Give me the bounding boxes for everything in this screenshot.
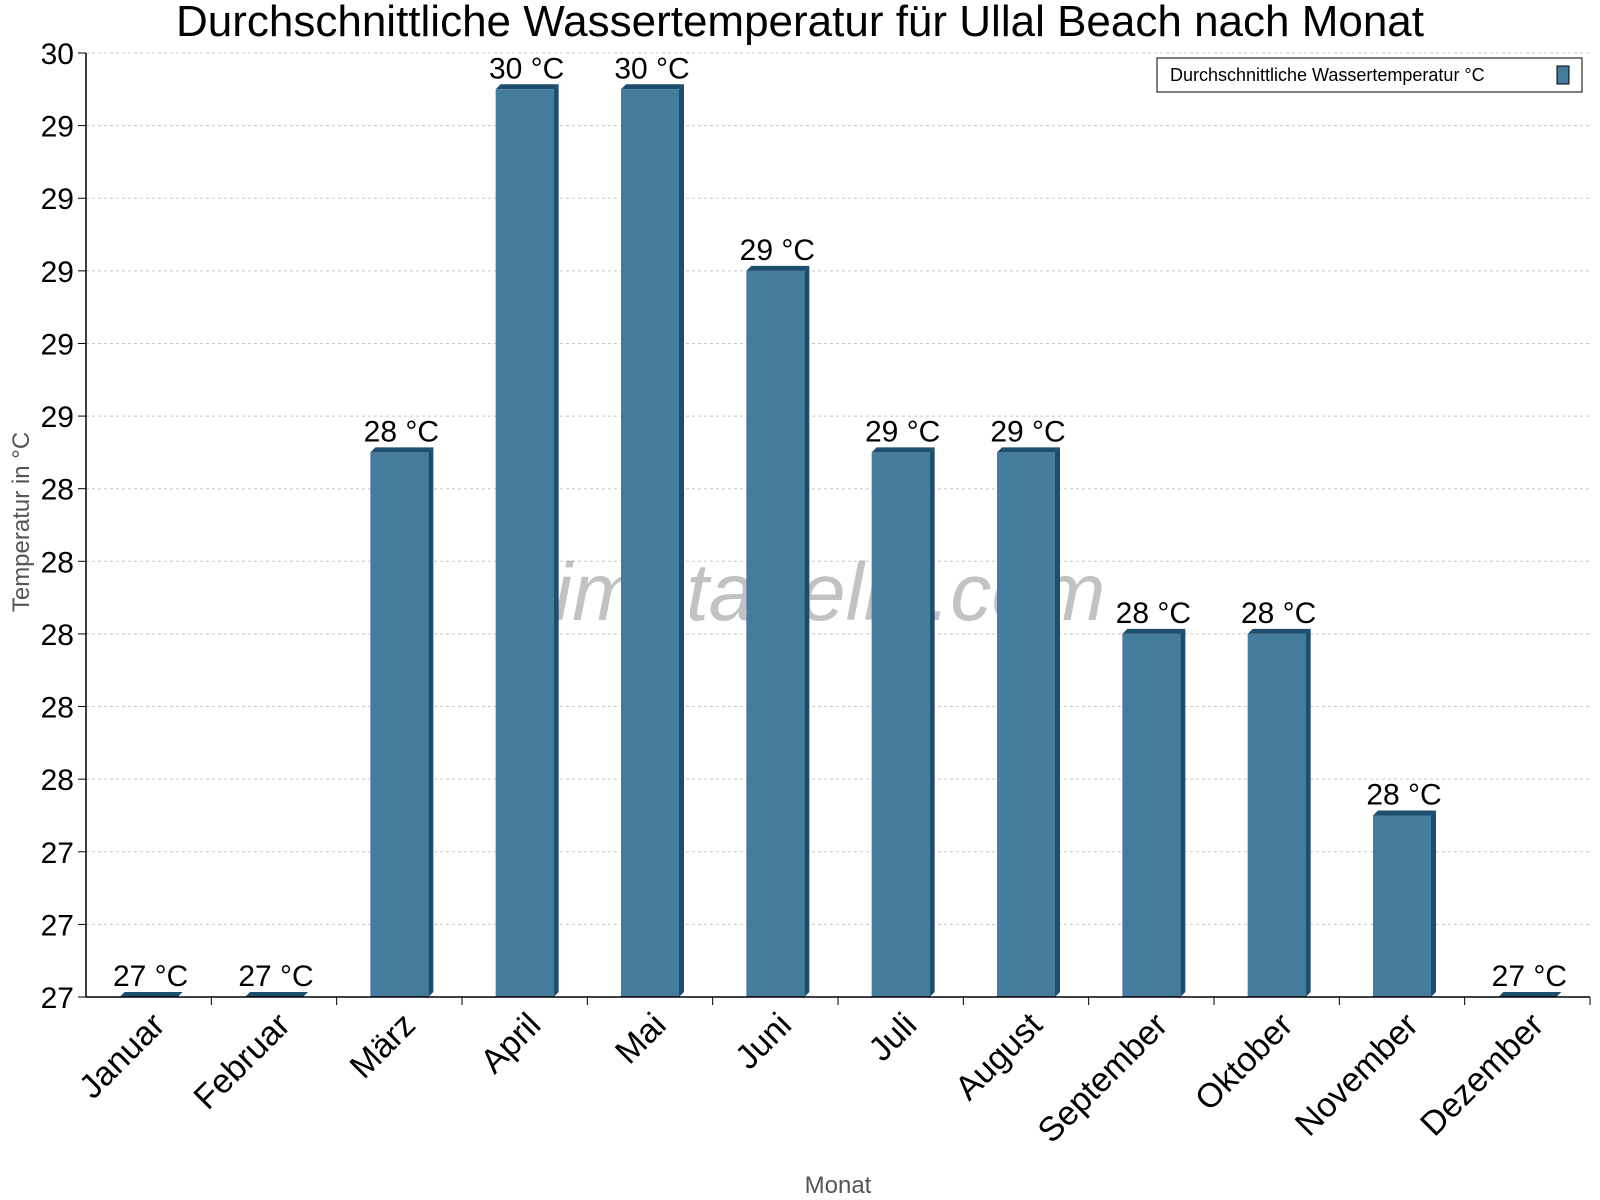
legend-swatch bbox=[1556, 65, 1570, 85]
bar bbox=[1373, 810, 1436, 997]
x-tick-label: Mai bbox=[608, 1006, 674, 1072]
y-tick-label: 29 bbox=[41, 401, 74, 434]
bar bbox=[245, 992, 308, 997]
bar-value-label: 28 °C bbox=[364, 415, 439, 448]
bar-value-label: 30 °C bbox=[614, 52, 689, 85]
bar-front bbox=[1373, 815, 1431, 997]
x-tick-label: Oktober bbox=[1188, 1006, 1300, 1118]
x-tick-label: August bbox=[948, 1005, 1050, 1107]
y-tick-label: 28 bbox=[41, 692, 74, 725]
bar bbox=[119, 992, 183, 997]
legend-entry-label: Durchschnittliche Wassertemperatur °C bbox=[1170, 65, 1485, 85]
bar-front bbox=[871, 452, 930, 997]
y-tick-label: 28 bbox=[41, 764, 74, 797]
bar-top bbox=[1247, 628, 1311, 634]
bar-top bbox=[245, 992, 308, 997]
legend: Durchschnittliche Wassertemperatur °C bbox=[1156, 57, 1583, 93]
bar-top bbox=[495, 84, 559, 90]
y-axis-label: Temperatur in °C bbox=[8, 432, 35, 612]
bar bbox=[1122, 628, 1186, 997]
bar-value-label: 27 °C bbox=[238, 960, 313, 993]
bar-value-label: 29 °C bbox=[865, 415, 940, 448]
x-tick-label: Dezember bbox=[1413, 1006, 1551, 1144]
bar bbox=[746, 265, 810, 997]
x-axis-ticks: Januar Februar März April Mai Juni Juli AugustS… bbox=[72, 997, 1591, 1150]
bar-side bbox=[804, 265, 810, 997]
grid-lines bbox=[86, 52, 1590, 925]
bar-side bbox=[428, 447, 434, 997]
x-tick-label: Januar bbox=[72, 1006, 172, 1106]
bar bbox=[1498, 992, 1562, 997]
bar bbox=[621, 84, 684, 998]
bar-top bbox=[1498, 992, 1562, 997]
bar-side bbox=[1180, 628, 1186, 997]
x-axis-label: Monat bbox=[805, 1172, 872, 1199]
bar-top bbox=[119, 992, 183, 997]
bar-top bbox=[370, 447, 434, 453]
bar bbox=[997, 447, 1060, 997]
bar-side bbox=[553, 84, 559, 998]
legend-box bbox=[1156, 57, 1583, 93]
bar-value-label: 27 °C bbox=[1492, 960, 1567, 993]
bar-value-label: 30 °C bbox=[489, 52, 564, 85]
bar-value-label: 29 °C bbox=[990, 415, 1065, 448]
bar-value-label: 28 °C bbox=[1241, 597, 1316, 630]
bar bbox=[1247, 628, 1311, 997]
bar-value-label: 28 °C bbox=[1366, 778, 1441, 811]
bar-side bbox=[1055, 447, 1060, 997]
y-tick-label: 27 bbox=[41, 837, 74, 870]
bar-value-label: 28 °C bbox=[1116, 597, 1191, 630]
bar-front bbox=[370, 452, 429, 997]
y-tick-label: 29 bbox=[41, 111, 74, 144]
bar-side bbox=[929, 447, 935, 997]
bar-side bbox=[1431, 810, 1436, 997]
bar-front bbox=[997, 452, 1055, 997]
bar-labels: 27 °C 27 °C 28 °C 30 °C 30 °C 29 °C 29 °C 29 °C… bbox=[113, 52, 1567, 993]
bar-front bbox=[495, 89, 554, 998]
bar-value-label: 29 °C bbox=[740, 234, 815, 267]
y-axis-ticks: 27 27 27 28 28 28 28 28 29 29 29 29 29 30 bbox=[41, 38, 86, 1015]
x-tick-label: September bbox=[1031, 1006, 1175, 1150]
bar-front bbox=[1122, 633, 1181, 997]
bar bbox=[495, 84, 559, 998]
y-tick-label: 28 bbox=[41, 474, 74, 507]
bar-front bbox=[746, 270, 805, 997]
bar-top bbox=[871, 447, 935, 453]
x-tick-label: Juli bbox=[861, 1006, 924, 1069]
y-tick-label: 29 bbox=[41, 328, 74, 361]
y-tick-label: 30 bbox=[41, 38, 74, 71]
x-tick-label: März bbox=[343, 1006, 423, 1086]
x-tick-label: April bbox=[473, 1006, 548, 1081]
bar-top bbox=[1373, 810, 1436, 816]
x-tick-label: Juni bbox=[728, 1006, 799, 1077]
x-tick-label: Februar bbox=[187, 1006, 298, 1117]
bar-side bbox=[679, 84, 684, 998]
y-tick-label: 27 bbox=[41, 982, 74, 1015]
bar-top bbox=[621, 84, 684, 90]
bar bbox=[871, 447, 935, 997]
x-tick-label: November bbox=[1288, 1006, 1426, 1144]
y-tick-label: 29 bbox=[41, 183, 74, 216]
bar-top bbox=[997, 447, 1060, 453]
bar-front bbox=[621, 89, 679, 998]
bars bbox=[119, 84, 1562, 998]
chart-title: Durchschnittliche Wassertemperatur für U… bbox=[176, 0, 1424, 46]
bar bbox=[370, 447, 434, 997]
y-tick-label: 29 bbox=[41, 256, 74, 289]
y-tick-label: 28 bbox=[41, 546, 74, 579]
bar-front bbox=[1247, 633, 1306, 997]
y-tick-label: 28 bbox=[41, 619, 74, 652]
bar-value-label: 27 °C bbox=[113, 960, 188, 993]
y-tick-label: 27 bbox=[41, 909, 74, 942]
bar-top bbox=[746, 265, 810, 271]
bar-top bbox=[1122, 628, 1186, 634]
bar-side bbox=[1305, 628, 1311, 997]
